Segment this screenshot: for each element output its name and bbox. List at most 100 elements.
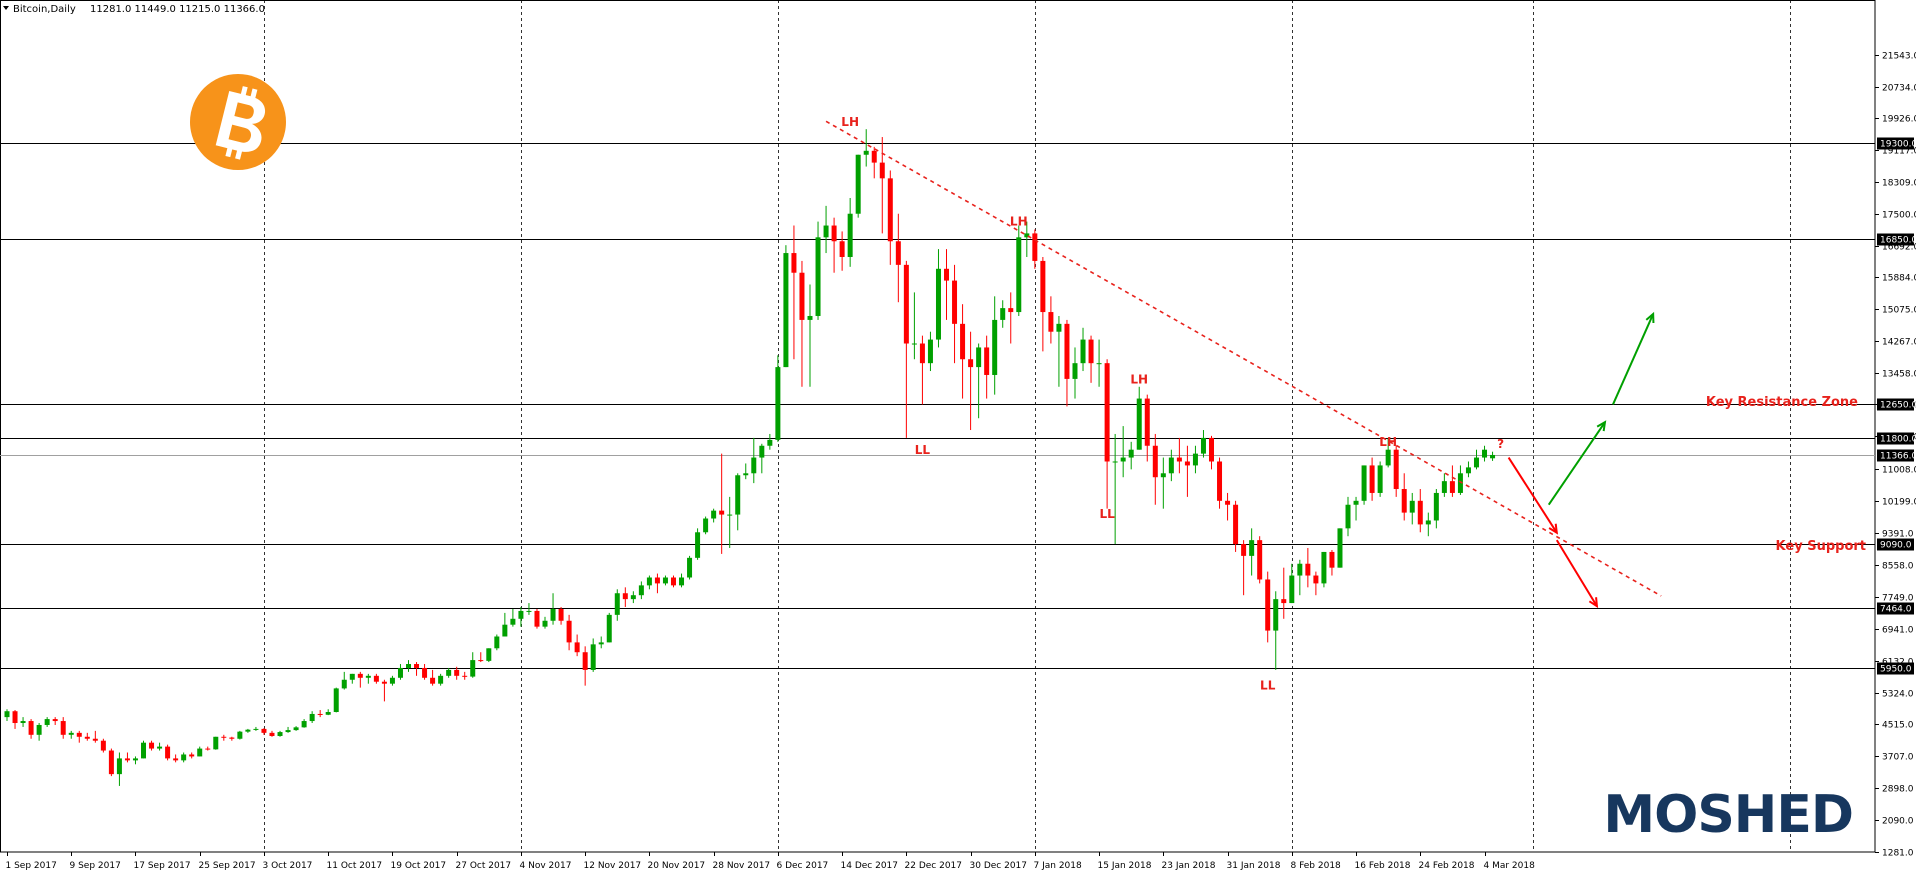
candle-bear[interactable] (125, 753, 130, 763)
candle-bear[interactable] (960, 304, 965, 398)
candle-bull[interactable] (775, 355, 780, 442)
candle-bear[interactable] (719, 454, 724, 554)
candle-bull[interactable] (824, 206, 829, 253)
candle-bear[interactable] (575, 635, 580, 657)
candle-bull[interactable] (976, 344, 981, 419)
bullish-projection-arrow[interactable] (1549, 422, 1605, 505)
candle-bear[interactable] (1225, 493, 1230, 521)
candle-bull[interactable] (1113, 434, 1118, 544)
candle-bear[interactable] (189, 753, 194, 759)
candle-bull[interactable] (1273, 591, 1278, 670)
candle-bear[interactable] (888, 170, 893, 264)
candle-bear[interactable] (791, 226, 796, 360)
candle-bull[interactable] (141, 741, 146, 759)
candle-bear[interactable] (1153, 434, 1158, 505)
candle-bear[interactable] (221, 735, 226, 741)
candle-bear[interactable] (1402, 473, 1407, 520)
candle-bull[interactable] (912, 292, 917, 359)
candle-bull[interactable] (1289, 564, 1294, 603)
candle-bear[interactable] (478, 652, 483, 662)
candle-bull[interactable] (1121, 426, 1126, 477)
candle-bull[interactable] (679, 574, 684, 588)
candle-bull[interactable] (1137, 387, 1142, 450)
candle-bull[interactable] (157, 743, 162, 751)
candle-bull[interactable] (551, 593, 556, 624)
candle-bull[interactable] (286, 727, 291, 733)
candle-bear[interactable] (1048, 296, 1053, 343)
candle-bull[interactable] (1442, 473, 1447, 497)
candle-bull[interactable] (864, 129, 869, 166)
candle-bull[interactable] (647, 576, 652, 590)
candle-bull[interactable] (438, 674, 443, 686)
candle-bull[interactable] (494, 635, 499, 651)
candle-bull[interactable] (486, 648, 491, 662)
candle-bull[interactable] (607, 613, 612, 642)
bearish-projection-arrow[interactable] (1509, 458, 1557, 533)
candle-bull[interactable] (69, 731, 74, 739)
candle-bear[interactable] (462, 672, 467, 680)
candle-bull[interactable] (37, 723, 42, 741)
candle-bull[interactable] (45, 717, 50, 727)
candle-bull[interactable] (366, 674, 371, 684)
candle-bull[interactable] (848, 198, 853, 267)
descending-trendline[interactable] (826, 121, 1661, 596)
candle-bull[interactable] (310, 711, 315, 723)
candle-bull[interactable] (1354, 497, 1359, 521)
candle-bear[interactable] (567, 615, 572, 650)
candle-bull[interactable] (1249, 528, 1254, 575)
candle-bull[interactable] (278, 731, 283, 737)
candle-bear[interactable] (1450, 465, 1455, 496)
candle-bear[interactable] (872, 147, 877, 178)
candle-bear[interactable] (101, 739, 106, 753)
candle-bull[interactable] (663, 576, 668, 586)
candle-bull[interactable] (181, 753, 186, 763)
candle-bull[interactable] (133, 756, 138, 764)
candle-bull[interactable] (342, 672, 347, 690)
candle-bull[interactable] (502, 613, 507, 637)
candle-bull[interactable] (1161, 458, 1166, 509)
candle-bull[interactable] (406, 660, 411, 672)
candle-bear[interactable] (952, 265, 957, 363)
candle-bear[interactable] (904, 261, 909, 438)
candle-bull[interactable] (518, 607, 523, 627)
candle-bull[interactable] (735, 473, 740, 530)
candle-bear[interactable] (1089, 336, 1094, 383)
candle-bear[interactable] (109, 749, 114, 777)
candle-bull[interactable] (398, 664, 403, 680)
candle-bull[interactable] (446, 668, 451, 678)
candle-bull[interactable] (326, 709, 331, 715)
candle-bull[interactable] (334, 688, 339, 713)
candle-bear[interactable] (1105, 359, 1110, 508)
candle-bear[interactable] (1008, 292, 1013, 343)
candle-bull[interactable] (767, 434, 772, 450)
candle-bear[interactable] (374, 674, 379, 684)
candle-bear[interactable] (832, 218, 837, 273)
candle-bull[interactable] (856, 155, 861, 218)
candle-bull[interactable] (711, 509, 716, 523)
candle-bear[interactable] (13, 710, 18, 729)
candle-bear[interactable] (880, 137, 885, 233)
candle-bear[interactable] (1032, 229, 1037, 268)
candle-bull[interactable] (1378, 461, 1383, 496)
candle-bull[interactable] (783, 245, 788, 367)
candle-bull[interactable] (1072, 347, 1077, 398)
candle-bull[interactable] (1346, 497, 1351, 536)
candle-bear[interactable] (382, 680, 387, 702)
candle-bull[interactable] (1362, 465, 1367, 504)
candle-bull[interactable] (245, 729, 250, 733)
candle-bear[interactable] (1305, 548, 1310, 587)
candle-bull[interactable] (543, 617, 548, 629)
candle-bull[interactable] (5, 709, 10, 721)
candle-bear[interactable] (944, 249, 949, 320)
candle-bull[interactable] (936, 249, 941, 347)
candle-bear[interactable] (1217, 458, 1222, 509)
candle-bull[interactable] (1169, 450, 1174, 481)
candle-bear[interactable] (430, 670, 435, 686)
candle-bull[interactable] (390, 676, 395, 686)
candle-bull[interactable] (599, 636, 604, 648)
candle-bull[interactable] (687, 556, 692, 580)
candle-bull[interactable] (1426, 513, 1431, 537)
candle-bear[interactable] (77, 731, 82, 743)
candle-bear[interactable] (1394, 446, 1399, 497)
candle-bear[interactable] (93, 731, 98, 743)
